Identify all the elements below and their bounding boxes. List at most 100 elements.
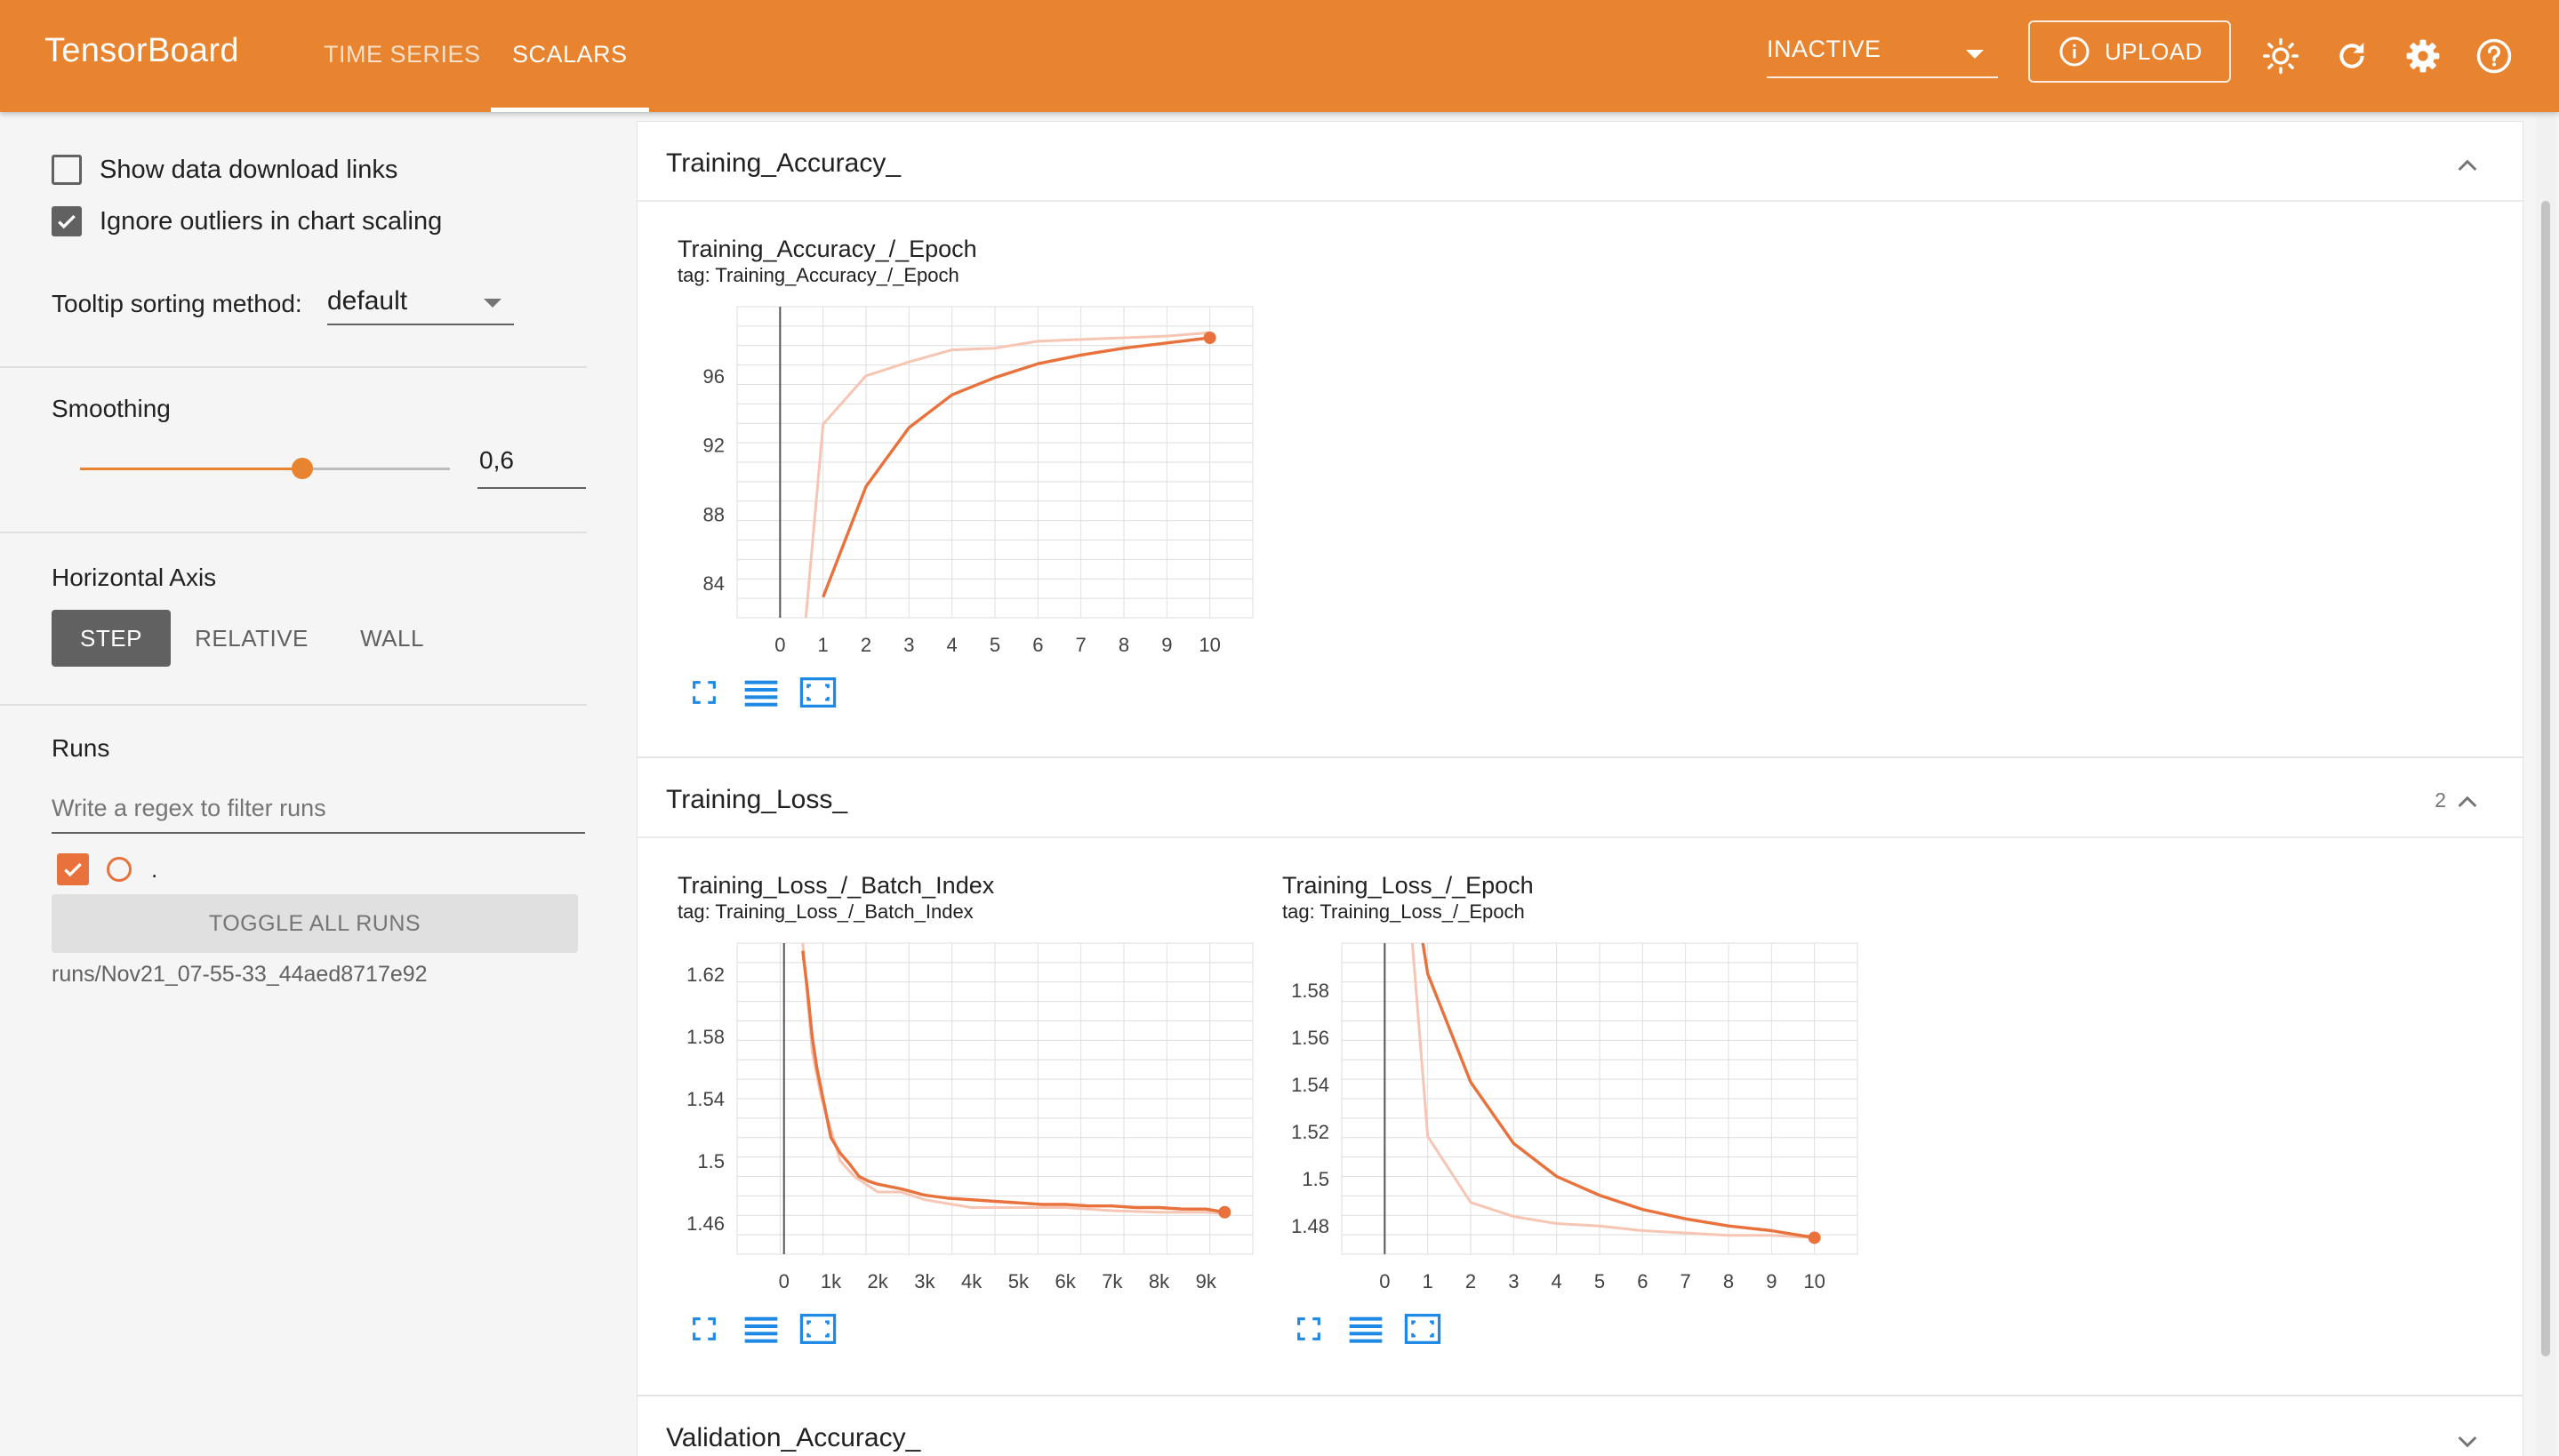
chart-toolbar — [686, 1311, 856, 1347]
slider-fill — [80, 468, 302, 470]
tooltip-sorting-value: default — [327, 286, 408, 316]
y-tick-label: 1.62 — [686, 964, 725, 986]
run-name: . — [151, 855, 158, 883]
smoothed-series-line — [1421, 943, 1815, 1240]
ignore-outliers-label: Ignore outliers in chart scaling — [100, 206, 443, 236]
chart-training-loss-batch-index[interactable]: 0 1k 2k 3k 4k 5k 6k 7k 8k 9k 1.46 1.5 1.54 1.58 1.62 — [673, 936, 1278, 1300]
fullscreen-icon[interactable] — [686, 1311, 723, 1347]
card-title: Training_Loss_ — [666, 785, 848, 814]
x-tick-label: 4 — [947, 634, 958, 656]
x-tick-label: 2 — [1465, 1270, 1476, 1292]
data-table-icon[interactable] — [742, 1311, 780, 1347]
axis-step-button[interactable]: STEP — [52, 610, 171, 667]
x-tick-label: 2 — [861, 634, 871, 656]
x-tick-label: 3k — [914, 1270, 935, 1292]
chevron-up-icon[interactable] — [2453, 152, 2482, 180]
card-validation-accuracy: Validation_Accuracy_ — [637, 1396, 2523, 1456]
x-tick-label: 6 — [1032, 634, 1043, 656]
help-icon[interactable] — [2474, 36, 2515, 76]
raw-series-line — [1410, 943, 1815, 1239]
smoothing-slider[interactable] — [80, 458, 450, 479]
card-header[interactable]: Training_Accuracy_ — [638, 122, 2523, 202]
x-tick-label: 2k — [868, 1270, 889, 1292]
tab-time-series[interactable]: TIME SERIES — [324, 41, 481, 68]
fullscreen-icon[interactable] — [1290, 1311, 1328, 1347]
fit-domain-icon[interactable] — [799, 675, 837, 710]
chevron-down-icon[interactable] — [2453, 1427, 2482, 1455]
ignore-outliers-checkbox[interactable]: Ignore outliers in chart scaling — [52, 206, 442, 236]
y-tick-label: 1.58 — [1291, 980, 1329, 1002]
refresh-icon[interactable] — [2331, 36, 2372, 76]
toggle-all-runs-button[interactable]: TOGGLE ALL RUNS — [52, 894, 578, 953]
y-tick-label: 1.5 — [1302, 1168, 1329, 1190]
x-tick-label: 0 — [779, 1270, 790, 1292]
run-color-swatch[interactable] — [107, 857, 132, 882]
run-path: runs/Nov21_07-55-33_44aed8717e92 — [52, 962, 428, 987]
last-point-marker — [1218, 1205, 1231, 1219]
chart-toolbar — [1290, 1311, 1461, 1347]
horizontal-axis-label: Horizontal Axis — [52, 564, 217, 591]
divider — [0, 704, 587, 706]
x-tick-label: 3 — [1508, 1270, 1519, 1292]
x-tick-label: 10 — [1803, 1270, 1825, 1292]
card-header[interactable]: Validation_Accuracy_ — [638, 1396, 2523, 1456]
axis-relative-button[interactable]: RELATIVE — [195, 625, 309, 652]
fullscreen-icon[interactable] — [686, 675, 723, 710]
chart-tag: tag: Training_Accuracy_/_Epoch — [678, 264, 959, 286]
scrollbar-thumb[interactable] — [2541, 201, 2550, 1356]
checkbox-unchecked-icon — [52, 155, 82, 185]
x-tick-label: 6k — [1055, 1270, 1076, 1292]
x-tick-label: 6 — [1637, 1270, 1648, 1292]
main-scrollbar[interactable] — [2536, 116, 2555, 1456]
runs-filter-input[interactable]: Write a regex to filter runs — [52, 782, 585, 834]
runs-label: Runs — [52, 734, 110, 762]
display-settings-section: Show data download links Ignore outliers… — [0, 112, 587, 368]
chart-training-accuracy-epoch[interactable]: 0 1 2 3 4 5 6 7 8 9 10 84 88 92 96 — [673, 300, 1278, 664]
chart-toolbar — [686, 675, 856, 710]
data-table-icon[interactable] — [742, 675, 780, 710]
y-tick-label: 88 — [703, 503, 725, 525]
chevron-down-icon — [484, 299, 501, 308]
data-table-icon[interactable] — [1347, 1311, 1384, 1347]
run-status-select[interactable]: INACTIVE — [1767, 36, 1998, 78]
upload-label: UPLOAD — [2105, 37, 2202, 65]
settings-icon[interactable] — [2403, 36, 2443, 76]
x-tick-label: 8k — [1149, 1270, 1170, 1292]
x-tick-label: 5 — [990, 634, 1000, 656]
info-icon — [2059, 36, 2090, 67]
tab-scalars[interactable]: SCALARS — [491, 0, 649, 112]
y-tick-label: 96 — [703, 365, 725, 388]
run-checkbox[interactable] — [57, 853, 89, 885]
checkbox-checked-icon — [52, 206, 82, 236]
chevron-down-icon — [1966, 50, 1984, 59]
chart-training-loss-epoch[interactable]: 0 1 2 3 4 5 6 7 8 9 10 1.48 1.5 1.52 1.54 1.56 1.58 — [1278, 936, 1882, 1300]
x-tick-label: 5k — [1008, 1270, 1030, 1292]
smoothing-value-input[interactable]: 0,6 — [477, 446, 586, 489]
smoothed-series-line — [822, 336, 1210, 598]
chevron-up-icon[interactable] — [2453, 788, 2482, 817]
chart-tag: tag: Training_Loss_/_Epoch — [1282, 900, 1525, 923]
run-item[interactable]: . — [57, 853, 157, 885]
fit-domain-icon[interactable] — [1404, 1311, 1441, 1347]
card-training-accuracy: Training_Accuracy_ Training_Accuracy_/_E… — [637, 121, 2523, 757]
last-point-marker — [1808, 1231, 1821, 1244]
card-header[interactable]: Training_Loss_ 2 — [638, 758, 2523, 838]
chart-title: Training_Loss_/_Batch_Index — [678, 872, 995, 899]
upload-button[interactable]: UPLOAD — [2028, 20, 2231, 83]
fit-domain-icon[interactable] — [799, 1311, 837, 1347]
y-tick-label: 92 — [703, 435, 725, 457]
last-point-marker — [1203, 332, 1216, 344]
y-tick-label: 1.58 — [686, 1026, 725, 1048]
brightness-icon[interactable] — [2260, 36, 2301, 76]
card-training-loss: Training_Loss_ 2 Training_Loss_/_Batch_I… — [637, 757, 2523, 1396]
tooltip-sorting-label: Tooltip sorting method: — [52, 290, 302, 317]
x-tick-label: 1k — [821, 1270, 842, 1292]
axis-wall-button[interactable]: WALL — [360, 625, 424, 652]
x-tick-label: 7k — [1102, 1270, 1123, 1292]
y-tick-label: 1.54 — [1291, 1074, 1329, 1096]
tooltip-sorting-select[interactable]: default — [327, 286, 514, 325]
show-download-links-checkbox[interactable]: Show data download links — [52, 155, 397, 185]
slider-thumb[interactable] — [291, 458, 313, 479]
x-tick-label: 4k — [961, 1270, 983, 1292]
y-tick-label: 1.54 — [686, 1088, 725, 1110]
